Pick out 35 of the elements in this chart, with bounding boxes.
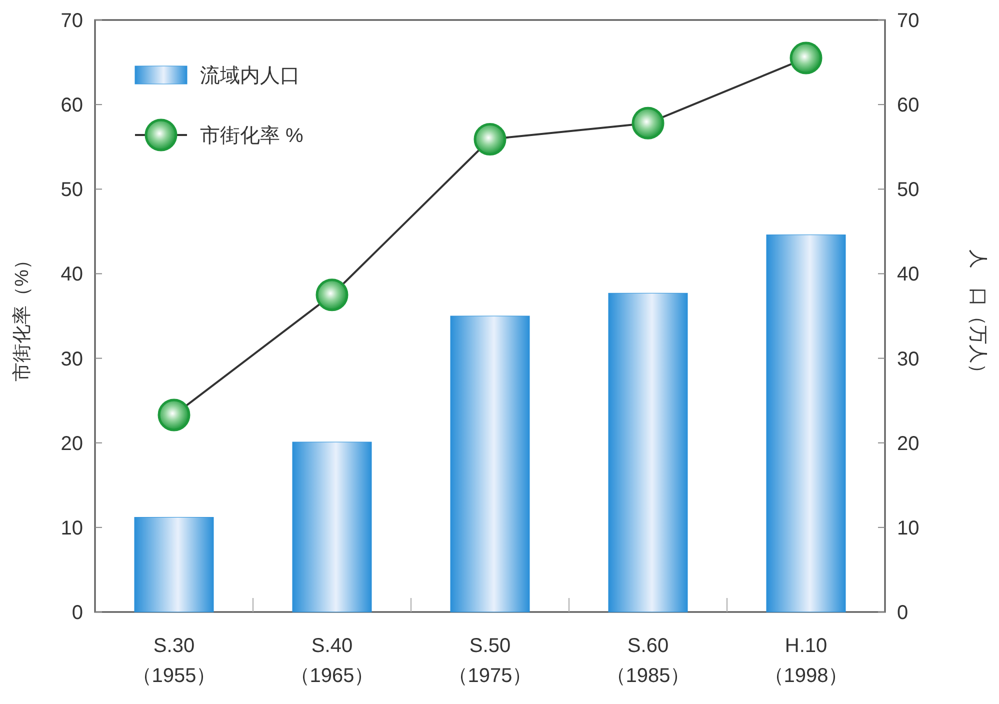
point [632,106,664,140]
y-tick-label: 40 [60,264,83,286]
x-tick-label: S.60 （1985） [606,635,690,687]
x-tick-label: S.30 （1955） [132,635,216,687]
y-tick-label: 10 [60,517,83,540]
y2-tick-label: 70 [897,10,920,32]
y-tick-label: 20 [60,432,83,455]
y2-tick-label: 60 [897,94,920,117]
y-axis-title: 市街化率（%） [11,250,33,382]
y2-tick-label: 0 [897,602,908,624]
y2-tick-label: 20 [897,432,920,455]
point [316,278,348,312]
bar [608,292,688,612]
x-tick-label: S.40 （1965） [290,635,374,687]
y-tick-label: 60 [60,94,83,117]
legend-label: 流域内人口 [200,65,300,87]
bar [292,442,372,612]
y2-tick-label: 50 [897,179,920,202]
bar [450,316,530,612]
y2-tick-label: 30 [897,348,920,370]
point [474,122,506,156]
y-tick-label: 70 [60,10,83,32]
point [158,398,190,432]
y-tick-label: 50 [60,179,83,202]
bar [766,234,846,612]
bar [134,517,214,612]
x-tick-label: S.50 （1975） [448,635,532,687]
y-tick-label: 0 [72,602,83,624]
y2-tick-label: 10 [897,517,920,540]
y-tick-label: 30 [60,348,83,370]
x-tick-label: H.10 （1998） [764,635,848,687]
y2-tick-label: 40 [897,264,920,286]
point [790,42,822,74]
y2-axis-title: 人 口（万人） [967,250,988,382]
legend-label: 市街化率 % [200,125,304,147]
